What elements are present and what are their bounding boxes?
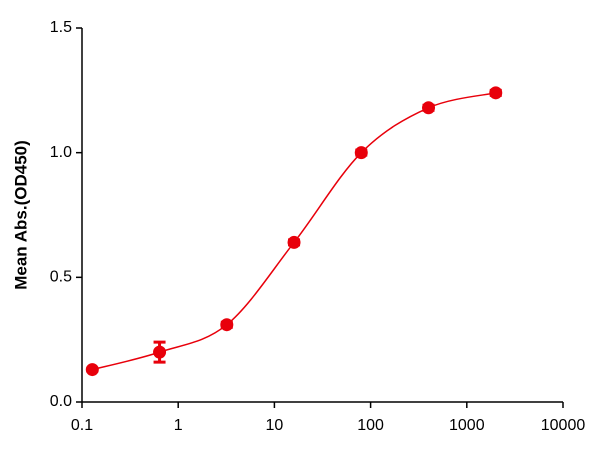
x-tick-label: 1 — [174, 417, 183, 434]
x-tick-label: 0.1 — [71, 417, 93, 434]
data-point — [354, 146, 368, 160]
x-tick-label: 1000 — [449, 417, 485, 434]
x-tick-label: 10 — [266, 417, 284, 434]
y-tick-label: 0.0 — [50, 393, 72, 410]
data-point — [287, 235, 301, 249]
data-point — [220, 318, 234, 332]
y-axis-label: Mean Abs.(OD450) — [11, 140, 30, 290]
data-point — [85, 363, 99, 377]
fit-curve — [92, 92, 496, 371]
data-point — [153, 345, 167, 359]
x-tick-label: 10000 — [541, 417, 586, 434]
data-point — [489, 86, 503, 100]
y-tick-label: 1.5 — [50, 19, 72, 36]
y-tick-label: 1.0 — [50, 144, 72, 161]
data-point — [422, 101, 436, 115]
x-tick-label: 100 — [357, 417, 384, 434]
y-tick-label: 0.5 — [50, 269, 72, 286]
